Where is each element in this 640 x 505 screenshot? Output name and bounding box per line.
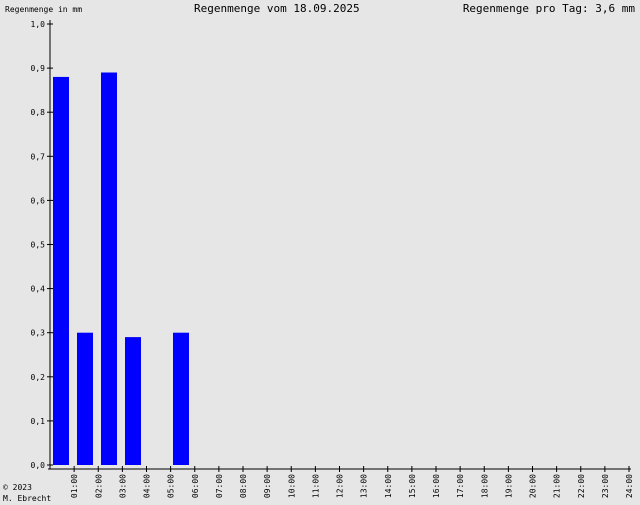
y-tick-label: 0,3 [31,329,46,338]
x-tick-label: 01:00 [70,474,79,498]
x-tick-label: 04:00 [143,474,152,498]
bar [77,332,93,465]
bar [101,72,117,465]
chart-title: Regenmenge vom 18.09.2025 [194,2,360,15]
y-tick-label: 0,9 [31,64,46,73]
y-tick-label: 0,0 [31,461,46,470]
y-axis-label: Regenmenge in mm [5,5,83,14]
y-tick-label: 0,2 [31,373,46,382]
x-tick-label: 23:00 [601,474,610,498]
y-tick-label: 0,7 [31,152,46,161]
x-tick-label: 16:00 [432,474,441,498]
x-tick-label: 13:00 [360,474,369,498]
x-tick-label: 02:00 [94,474,103,498]
y-tick-label: 0,8 [31,108,46,117]
y-tick-label: 1,0 [31,20,46,29]
y-tick-label: 0,6 [31,196,46,205]
x-tick-label: 14:00 [384,474,393,498]
copyright-text: © 2023 [3,483,32,492]
y-tick-label: 0,1 [31,417,46,426]
bar [125,337,141,465]
x-tick-label: 06:00 [191,474,200,498]
x-tick-label: 03:00 [118,474,127,498]
x-tick-label: 17:00 [456,474,465,498]
daily-total: Regenmenge pro Tag: 3,6 mm [462,2,635,15]
copyright-block: © 2023 M. Ebrecht [3,482,51,504]
x-tick-label: 24:00 [625,474,634,498]
bar [53,76,69,466]
x-tick-label: 10:00 [287,474,296,498]
author-text: M. Ebrecht [3,494,52,503]
bar [173,332,189,465]
x-tick-label: 18:00 [480,474,489,498]
x-tick-label: 20:00 [529,474,538,498]
y-tick-label: 0,5 [31,241,46,250]
x-tick-label: 11:00 [311,474,320,498]
x-tick-label: 12:00 [336,474,345,498]
x-tick-label: 15:00 [408,474,417,498]
x-tick-label: 22:00 [577,474,586,498]
x-tick-label: 08:00 [239,474,248,498]
x-tick-label: 07:00 [215,474,224,498]
x-tick-label: 21:00 [553,474,562,498]
x-tick-label: 05:00 [167,474,176,498]
x-tick-label: 19:00 [504,474,513,498]
y-tick-label: 0,4 [31,285,46,294]
x-tick-label: 09:00 [263,474,272,498]
